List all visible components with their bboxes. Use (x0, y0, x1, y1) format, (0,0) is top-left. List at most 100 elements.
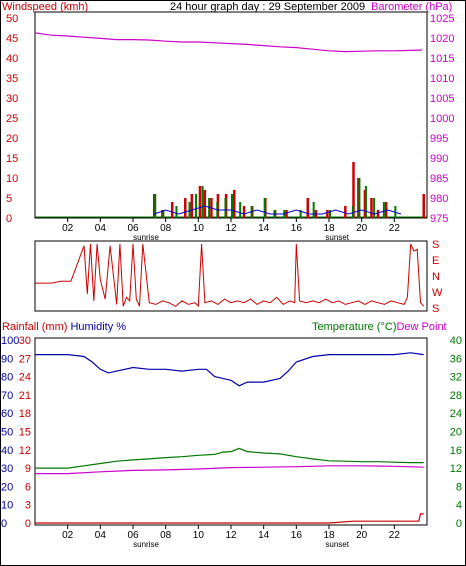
temperature-tick: 36 (450, 353, 462, 365)
time-tick: 16 (291, 223, 303, 234)
direction-tick: E (432, 255, 439, 267)
wind-plot-area (34, 11, 428, 219)
time-tick: 02 (62, 530, 74, 541)
rainfall-tick: 6 (25, 481, 31, 493)
temperature-tick: 16 (450, 445, 462, 457)
dewpoint-label: Dew Point (396, 321, 446, 333)
time-tick: 14 (258, 530, 270, 541)
rainfall-tick: 0 (25, 518, 31, 530)
barometer-tick: 980 (430, 193, 448, 205)
humidity-tick: 20 (1, 481, 13, 493)
time-tick: 20 (356, 530, 368, 541)
rainfall-tick: 30 (19, 335, 31, 347)
temperature-tick: 0 (456, 518, 462, 530)
direction-plot-area (34, 240, 428, 312)
humidity-tick: 30 (1, 463, 13, 475)
barometer-axis-label: Barometer (hPa) (371, 1, 452, 13)
humidity-plot-area (34, 337, 428, 526)
rainfall-tick: 24 (19, 372, 31, 384)
wind-barometer-series (34, 32, 427, 218)
time-tick-labels-lower: 02 04 06 08 10 12 14 16 18 20 22 (62, 525, 400, 541)
temperature-tick: 32 (450, 372, 462, 384)
barometer-tick: 995 (430, 133, 448, 145)
temperature-tick: 28 (450, 390, 462, 402)
time-tick: 06 (127, 530, 139, 541)
windspeed-tick: 30 (6, 93, 18, 105)
barometer-tick: 1010 (430, 73, 454, 85)
chart-title: 24 hour graph day : 29 September 2009 (170, 1, 365, 13)
direction-tick: N (432, 271, 440, 283)
windspeed-tick: 35 (6, 73, 18, 85)
windspeed-axis-label: Windspeed (kmh) (2, 1, 88, 13)
time-tick: 08 (160, 530, 172, 541)
rainfall-tick: 12 (19, 445, 31, 457)
time-tick-labels: 02 04 06 08 10 12 14 16 18 20 22 (62, 218, 400, 234)
direction-tick: W (432, 287, 443, 299)
humidity-axis-label: Humidity % (70, 321, 126, 333)
barometer-line (34, 32, 423, 53)
sun-marker-label: sunrise (133, 233, 159, 242)
barometer-tick: 975 (430, 213, 448, 225)
time-tick: 10 (193, 530, 205, 541)
sun-marker-label: sunset (325, 540, 349, 549)
rain-humidity-panel: Rainfall (mm) Humidity % Temperature (°C… (1, 321, 462, 549)
humidity-tick: 70 (1, 390, 13, 402)
wind-barometer-panel: Windspeed (kmh) 24 hour graph day : 29 S… (2, 1, 454, 242)
time-tick: 18 (323, 223, 335, 234)
time-tick: 22 (389, 530, 401, 541)
windspeed-tick: 45 (6, 33, 18, 45)
windspeed-tick: 40 (6, 53, 18, 65)
windspeed-tick: 25 (6, 113, 18, 125)
humidity-temperature-series (35, 352, 424, 524)
rainfall-tick: 9 (25, 463, 31, 475)
barometer-tick: 1020 (430, 33, 454, 45)
barometer-tick: 1000 (430, 113, 454, 125)
temp-label: Temperature (°C) (312, 321, 396, 333)
temperature-tick: 12 (450, 463, 462, 475)
direction-tick: S (432, 303, 439, 315)
rainfall-line (35, 513, 424, 524)
time-tick: 04 (95, 530, 107, 541)
barometer-tick: 990 (430, 153, 448, 165)
barometer-tick: 1015 (430, 53, 454, 65)
temperature-tick: 8 (456, 481, 462, 493)
barometer-tick: 985 (430, 173, 448, 185)
time-tick: 06 (127, 223, 139, 234)
temperature-tick: 40 (450, 335, 462, 347)
direction-series (35, 243, 425, 308)
rainfall-tick: 18 (19, 408, 31, 420)
humidity-tick: 90 (1, 353, 13, 365)
windspeed-tick: 5 (6, 193, 12, 205)
windspeed-tick: 0 (6, 213, 12, 225)
time-tick: 08 (160, 223, 172, 234)
barometer-tick: 1005 (430, 93, 454, 105)
rainfall-axis-label: Rainfall (mm) (2, 321, 70, 333)
humidity-tick: 80 (1, 372, 13, 384)
sun-markers: sunrise sunset (133, 233, 350, 242)
humidity-tick: 100 (1, 335, 19, 347)
rainfall-tick: 3 (25, 500, 31, 512)
time-tick: 14 (258, 223, 270, 234)
humidity-tick: 60 (1, 408, 13, 420)
humidity-tick: 10 (1, 500, 13, 512)
windspeed-tick: 10 (6, 173, 18, 185)
windspeed-tick: 20 (6, 133, 18, 145)
windspeed-tick: 50 (6, 13, 18, 25)
dewpoint-line (35, 465, 424, 475)
time-tick: 04 (95, 223, 107, 234)
humidity-line (35, 352, 424, 387)
barometer-tick: 1025 (430, 13, 454, 25)
barometer-tick-labels: 1025 1020 1015 1010 1005 1000 995 990 985 980 975 (430, 13, 454, 225)
humidity-tick: 0 (1, 518, 7, 530)
temperature-line (35, 447, 424, 469)
wind-trace-line (154, 205, 402, 215)
temperature-tick: 4 (456, 500, 462, 512)
rain-humidity-axis-label: Rainfall (mm) Humidity % (2, 321, 126, 333)
temperature-tick: 24 (450, 408, 462, 420)
rainfall-tick: 15 (19, 427, 31, 439)
